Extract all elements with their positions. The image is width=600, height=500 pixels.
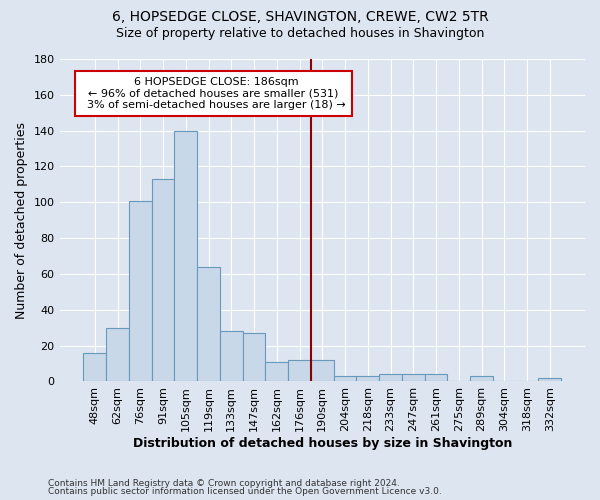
Bar [220, 332, 242, 382]
Bar [152, 179, 175, 382]
Bar [425, 374, 448, 382]
Bar [334, 376, 356, 382]
X-axis label: Distribution of detached houses by size in Shavington: Distribution of detached houses by size … [133, 437, 512, 450]
Bar [175, 130, 197, 382]
Bar [83, 353, 106, 382]
Text: 6 HOPSEDGE CLOSE: 186sqm
← 96% of detached houses are smaller (531)
  3% of semi: 6 HOPSEDGE CLOSE: 186sqm ← 96% of detach… [80, 77, 346, 110]
Bar [242, 333, 265, 382]
Bar [402, 374, 425, 382]
Bar [197, 267, 220, 382]
Y-axis label: Number of detached properties: Number of detached properties [15, 122, 28, 318]
Bar [356, 376, 379, 382]
Bar [379, 374, 402, 382]
Bar [470, 376, 493, 382]
Bar [265, 362, 288, 382]
Text: Size of property relative to detached houses in Shavington: Size of property relative to detached ho… [116, 28, 484, 40]
Text: Contains HM Land Registry data © Crown copyright and database right 2024.: Contains HM Land Registry data © Crown c… [48, 478, 400, 488]
Bar [538, 378, 561, 382]
Bar [288, 360, 311, 382]
Text: Contains public sector information licensed under the Open Government Licence v3: Contains public sector information licen… [48, 487, 442, 496]
Bar [311, 360, 334, 382]
Bar [106, 328, 129, 382]
Bar [129, 200, 152, 382]
Text: 6, HOPSEDGE CLOSE, SHAVINGTON, CREWE, CW2 5TR: 6, HOPSEDGE CLOSE, SHAVINGTON, CREWE, CW… [112, 10, 488, 24]
